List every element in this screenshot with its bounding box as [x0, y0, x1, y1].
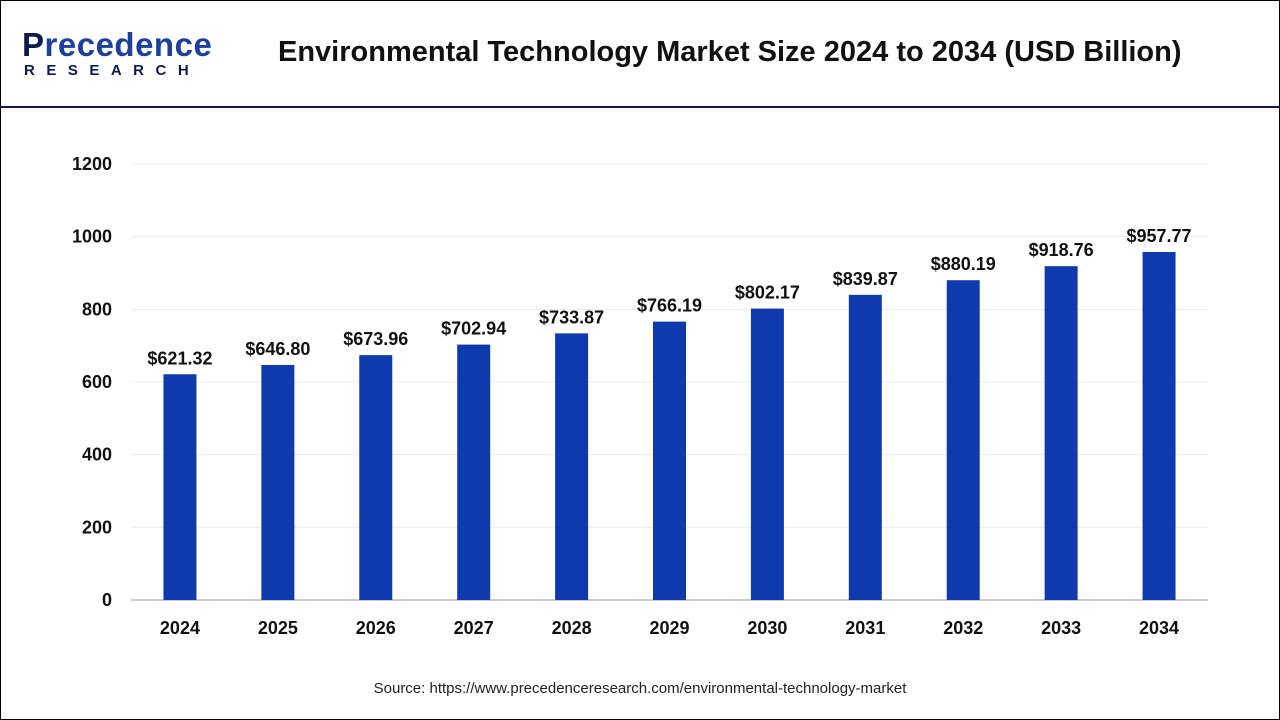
bar-2031	[848, 294, 882, 600]
x-tick-label: 2026	[356, 618, 396, 638]
bar-2033	[1044, 266, 1078, 600]
x-tick-label: 2024	[160, 618, 200, 638]
chart-title: Environmental Technology Market Size 202…	[278, 36, 1182, 68]
y-tick-label: 600	[82, 372, 112, 392]
header: Precedence RESEARCH Environmental Techno…	[0, 0, 1280, 108]
data-label: $802.17	[735, 283, 800, 303]
data-label: $673.96	[343, 329, 408, 349]
bar-2026	[359, 355, 393, 600]
bar-2032	[946, 280, 980, 600]
data-label: $646.80	[245, 339, 310, 359]
bar-2027	[457, 344, 491, 600]
y-tick-label: 0	[102, 590, 112, 610]
y-tick-label: 1000	[72, 227, 112, 247]
data-label: $839.87	[833, 269, 898, 289]
data-label: $880.19	[931, 254, 996, 274]
x-tick-label: 2030	[747, 618, 787, 638]
data-label: $918.76	[1029, 240, 1094, 260]
x-tick-label: 2025	[258, 618, 298, 638]
y-tick-label: 1200	[72, 154, 112, 174]
data-label: $621.32	[147, 348, 212, 368]
bar-2025	[261, 364, 295, 600]
logo-subtext: RESEARCH	[24, 62, 201, 79]
x-tick-label: 2033	[1041, 618, 1081, 638]
data-label: $702.94	[441, 319, 506, 339]
bar-2028	[555, 333, 589, 600]
x-tick-label: 2029	[649, 618, 689, 638]
precedence-research-logo: Precedence RESEARCH	[22, 28, 212, 80]
bar-2024	[163, 374, 197, 600]
x-tick-label: 2027	[454, 618, 494, 638]
bar-2029	[653, 321, 686, 600]
data-label: $733.87	[539, 307, 604, 327]
x-tick-label: 2031	[845, 618, 885, 638]
x-tick-label: 2034	[1139, 618, 1179, 638]
data-label: $766.19	[637, 296, 702, 316]
logo-text: recedence	[44, 26, 213, 63]
y-tick-label: 400	[82, 445, 112, 465]
source-text: Source: https://www.precedenceresearch.c…	[373, 680, 907, 697]
x-tick-label: 2028	[552, 618, 592, 638]
y-tick-label: 200	[82, 517, 112, 537]
logo-initial: P	[22, 26, 45, 63]
bar-2034	[1142, 252, 1176, 600]
data-label: $957.77	[1127, 226, 1192, 246]
y-tick-label: 800	[82, 299, 112, 319]
x-tick-label: 2032	[943, 618, 983, 638]
bar-2030	[750, 308, 784, 600]
